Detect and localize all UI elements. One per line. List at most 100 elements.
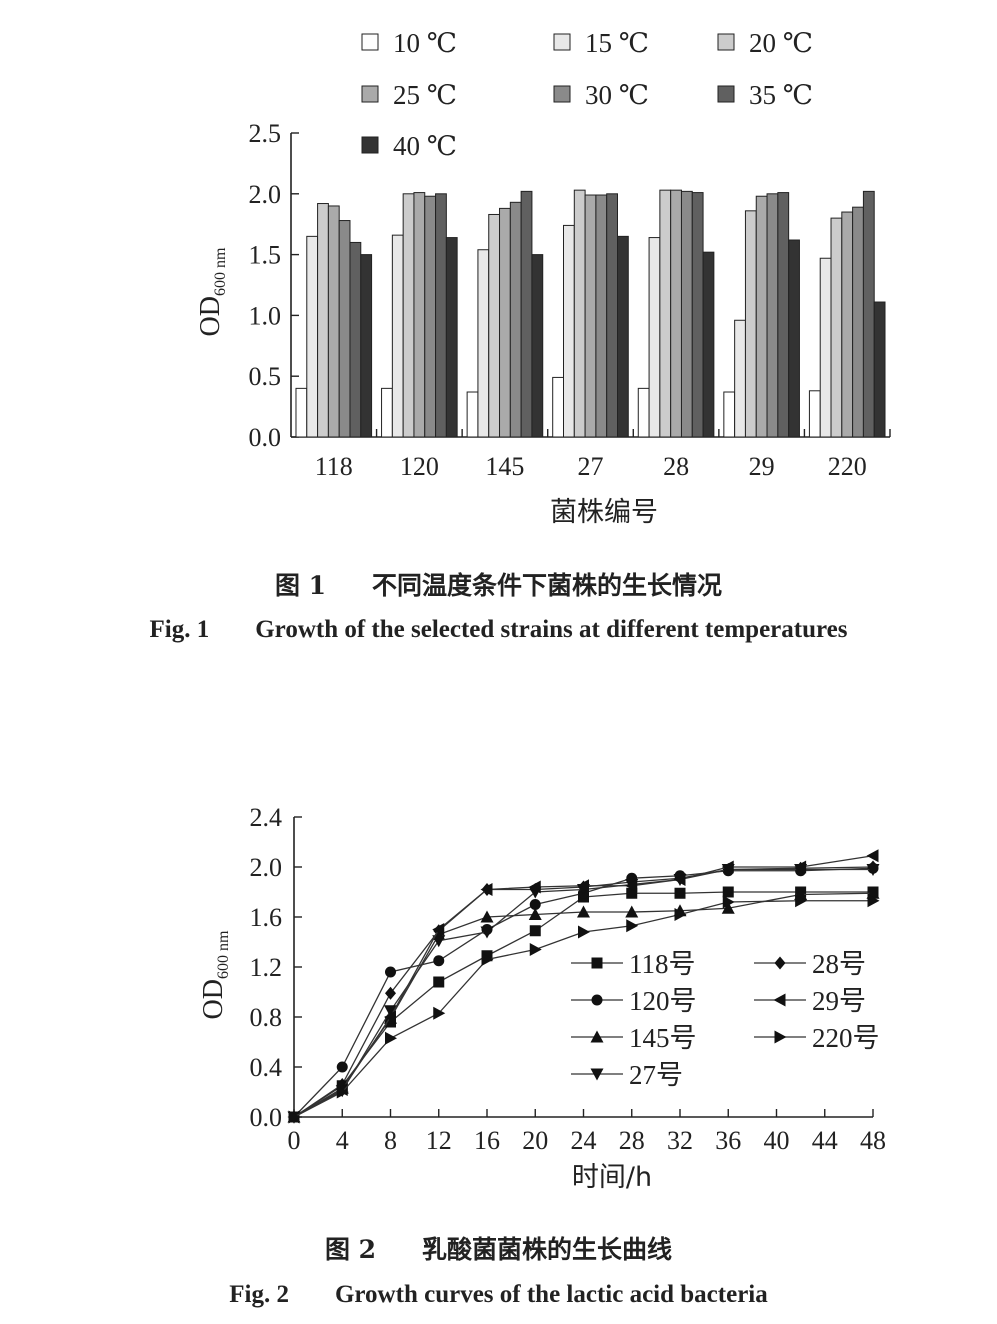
y-tick-label: 2.5 [249, 119, 282, 148]
figure1-caption-en: Fig. 1 Growth of the selected strains at … [0, 616, 997, 644]
y-tick-label: 0.8 [250, 1003, 283, 1032]
data-point [480, 883, 493, 896]
legend-label: 40 ℃ [393, 131, 457, 161]
series-line [293, 855, 874, 1118]
x-tick-label: 4 [336, 1126, 349, 1155]
figure2-caption-cn-text: 乳酸菌菌株的生长曲线 [422, 1235, 673, 1264]
x-tick-label: 16 [474, 1126, 500, 1155]
data-point [529, 899, 541, 910]
x-tick-label: 12 [426, 1126, 452, 1155]
x-tick-label: 27 [578, 452, 604, 481]
data-point [626, 919, 639, 933]
y-tick-label: 0.5 [249, 362, 282, 391]
y-axis-label: OD600 nm [195, 247, 229, 336]
bar-chart-growth-temperatures: 0.0 0.5 1.0 1.5 2.0 2.5 118 120 145 27 28 29 220 菌株编号… [195, 28, 891, 528]
x-tick-label: 20 [522, 1126, 548, 1155]
data-point [673, 873, 686, 886]
legend-label: 145号 [629, 1023, 697, 1053]
x-tick-label: 8 [384, 1126, 397, 1155]
data-point [774, 1030, 787, 1044]
figure2-caption-en-text: Growth curves of the lactic acid bacteri… [334, 1281, 768, 1308]
data-point [722, 886, 734, 898]
y-tick-label: 2.0 [250, 853, 283, 882]
data-point [385, 966, 396, 978]
data-point [773, 993, 786, 1007]
legend-label: 29号 [812, 986, 866, 1016]
data-point [336, 1061, 348, 1073]
data-point [722, 895, 735, 909]
series-220号 [288, 894, 880, 1124]
data-point [577, 879, 589, 893]
data-point [625, 905, 639, 918]
legend-swatch [553, 85, 571, 103]
x-tick-label: 40 [764, 1126, 790, 1155]
series-145号 [287, 886, 880, 1123]
data-point [384, 1010, 396, 1024]
bar [788, 239, 800, 438]
data-point [577, 905, 590, 918]
data-point [721, 901, 735, 914]
y-tick-label: 0.0 [249, 423, 282, 452]
data-point [528, 908, 542, 920]
data-point [480, 910, 494, 923]
legend-label: 27号 [629, 1060, 683, 1090]
legend-label: 20 ℃ [749, 28, 813, 58]
data-point [529, 943, 542, 956]
figure2-caption-cn: 图 2 乳酸菌菌株的生长曲线 [0, 1230, 997, 1266]
data-point [794, 860, 807, 874]
legend-swatch [361, 85, 379, 103]
bar [445, 237, 458, 438]
figure2-caption-en: Fig. 2 Growth curves of the lactic acid b… [0, 1281, 997, 1309]
data-point [866, 849, 879, 863]
data-point [433, 1006, 446, 1020]
data-point [528, 880, 541, 894]
series-27号 [287, 864, 880, 1124]
series-118号 [288, 886, 879, 1123]
data-point [625, 879, 638, 893]
legend-label: 30 ℃ [585, 80, 649, 110]
figure2-caption-en-number: Fig. 2 [229, 1281, 289, 1308]
data-point [384, 1005, 397, 1018]
figure1-caption-cn-text: 不同温度条件下菌株的生长情况 [372, 571, 723, 600]
legend-label: 220号 [812, 1023, 880, 1053]
line-chart-growth-curves: 0.00.40.81.21.62.02.40 4 8 12 16 20 24 28 32 36 40… [198, 803, 886, 1193]
y-tick-label: 1.6 [250, 903, 283, 932]
series-line [293, 892, 874, 1118]
legend-label: 35 ℃ [749, 80, 813, 110]
legend-swatch [717, 85, 735, 103]
data-point [432, 935, 446, 948]
data-point [590, 1030, 604, 1043]
y-axis-label: OD600 nm [198, 930, 232, 1019]
data-point [795, 894, 808, 908]
x-tick-label: 44 [812, 1126, 838, 1155]
x-tick-label: 28 [663, 452, 689, 481]
x-tick-label: 0 [288, 1126, 301, 1155]
bar [873, 301, 886, 438]
legend-label: 28号 [812, 949, 866, 979]
series-line [293, 866, 874, 1118]
data-point [774, 956, 786, 970]
x-tick-label: 120 [400, 452, 439, 481]
data-point [867, 860, 879, 874]
data-point [591, 994, 603, 1006]
data-point [385, 1031, 397, 1045]
series-line [293, 900, 873, 1118]
series-line [293, 891, 873, 1118]
legend-label: 15 ℃ [585, 28, 649, 58]
x-axis-label: 菌株编号 [550, 497, 658, 528]
data-point [480, 926, 494, 939]
data-point [433, 976, 445, 988]
legend-label: 118号 [629, 949, 696, 979]
legend-swatch [361, 33, 379, 51]
data-point [481, 950, 493, 962]
data-point [626, 887, 638, 899]
x-tick-label: 220 [828, 452, 867, 481]
y-axis-label-sub: 600 nm [215, 930, 232, 979]
legend-swatch [361, 136, 379, 154]
data-point [529, 925, 541, 937]
figure1-caption-en-number: Fig. 1 [149, 616, 210, 643]
y-tick-label: 0.4 [250, 1053, 283, 1082]
bar [531, 254, 544, 438]
legend-label: 25 ℃ [393, 80, 457, 110]
data-point [432, 923, 445, 936]
